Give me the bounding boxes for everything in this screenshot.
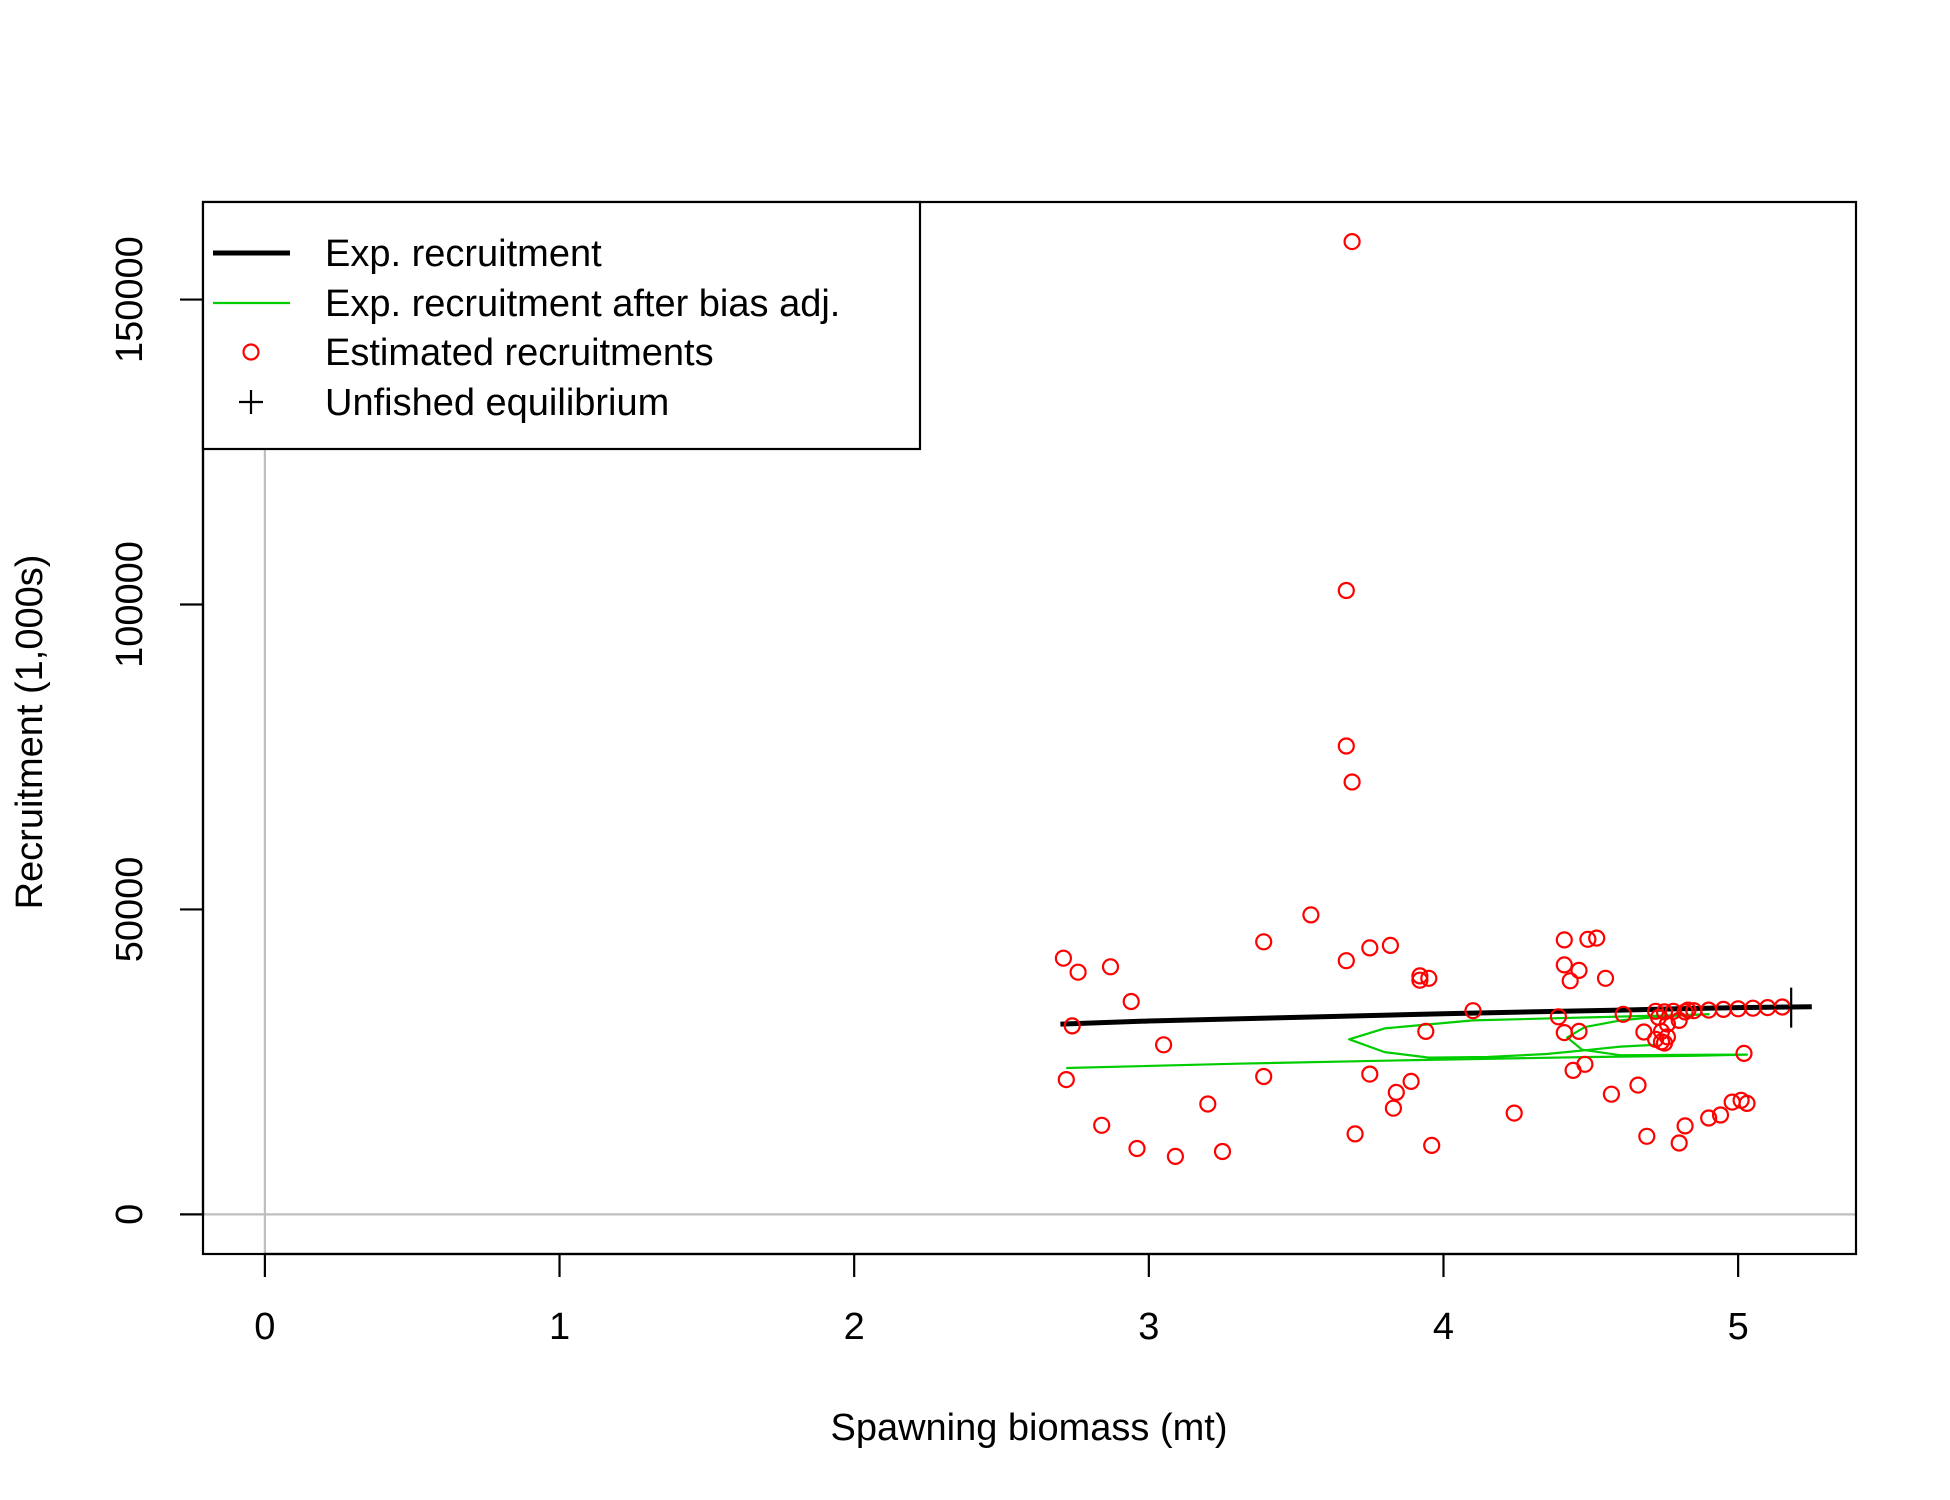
data-point xyxy=(1649,1008,1668,1027)
x-tick-label-1: 1 xyxy=(549,1306,570,1348)
data-point xyxy=(1166,1147,1185,1166)
x-tick-label-4: 4 xyxy=(1433,1306,1454,1348)
data-point xyxy=(1093,1116,1111,1134)
data-point xyxy=(1337,581,1355,600)
data-point xyxy=(1128,1139,1146,1158)
data-point xyxy=(1343,773,1361,791)
data-point xyxy=(1387,1083,1405,1102)
x-tick-label-5: 5 xyxy=(1728,1306,1749,1348)
data-point xyxy=(1638,1127,1656,1145)
data-point xyxy=(1711,1106,1730,1124)
data-point xyxy=(1302,906,1320,924)
data-point xyxy=(1596,969,1615,987)
data-point xyxy=(1411,971,1429,989)
legend-label-exp-recruitment: Exp. recruitment xyxy=(325,233,602,275)
data-point xyxy=(1570,961,1588,980)
data-point xyxy=(1576,1055,1594,1073)
data-point xyxy=(1361,939,1379,957)
data-point xyxy=(1337,737,1355,755)
data-point xyxy=(1101,958,1120,976)
data-point xyxy=(1738,1094,1756,1113)
data-point xyxy=(1199,1095,1217,1113)
y-tick-label-3: 150000 xyxy=(109,236,151,363)
data-point xyxy=(1555,931,1573,949)
series-line-exp-recruitment xyxy=(1060,1004,1812,1027)
data-point xyxy=(1505,1104,1523,1122)
data-point xyxy=(1676,1117,1694,1135)
data-point xyxy=(1417,1022,1435,1041)
data-point xyxy=(1670,1011,1688,1030)
data-point xyxy=(1255,933,1273,951)
data-point xyxy=(1464,1002,1482,1020)
data-point xyxy=(1381,936,1400,955)
data-point xyxy=(1343,233,1361,251)
legend-label-estimated-recruitments: Estimated recruitments xyxy=(325,332,714,374)
data-point xyxy=(1549,1008,1568,1026)
y-tick-label-0: 0 xyxy=(109,1204,151,1225)
y-tick-label-2: 100000 xyxy=(109,541,151,668)
data-point xyxy=(1213,1142,1232,1161)
data-point xyxy=(1735,1044,1753,1063)
data-point xyxy=(1361,1065,1379,1083)
x-axis: 0 1 2 3 4 5 xyxy=(254,1252,1749,1348)
x-tick-label-3: 3 xyxy=(1138,1306,1159,1348)
data-point xyxy=(1420,969,1438,987)
data-point xyxy=(1057,1070,1075,1089)
series-layer xyxy=(1054,233,1812,1166)
data-point xyxy=(1122,992,1140,1011)
data-point xyxy=(1154,1036,1173,1054)
y-tick-label-1: 50000 xyxy=(109,857,151,963)
data-point xyxy=(1700,1109,1718,1127)
data-point xyxy=(1411,967,1429,985)
data-point xyxy=(1054,949,1073,967)
data-point xyxy=(1384,1099,1403,1117)
legend: Exp. recruitment Exp. recruitment after … xyxy=(201,200,922,451)
x-tick-label-0: 0 xyxy=(254,1306,275,1348)
data-point xyxy=(1602,1085,1621,1103)
series-exp-recruitment-after-bias-adj xyxy=(1066,1013,1749,1070)
data-point xyxy=(1069,963,1087,981)
data-point xyxy=(1346,1125,1364,1143)
data-point xyxy=(1588,929,1606,947)
data-point xyxy=(1402,1072,1420,1091)
data-point xyxy=(1255,1067,1273,1086)
legend-key-unfished-equilibrium xyxy=(239,390,263,414)
data-point xyxy=(1670,1134,1688,1152)
legend-box xyxy=(201,200,922,451)
series-exp-recruitment xyxy=(1060,1004,1812,1027)
series-unfished-equilibrium xyxy=(1771,987,1812,1028)
data-point xyxy=(1614,1005,1632,1023)
y-axis-title: Recruitment (1,000s) xyxy=(9,555,51,910)
x-axis-title: Spawning biomass (mt) xyxy=(830,1407,1227,1449)
legend-key-estimated-recruitments xyxy=(242,343,260,361)
data-point xyxy=(1629,1076,1647,1094)
data-point xyxy=(1063,1017,1081,1035)
data-point xyxy=(1570,1022,1588,1041)
data-point xyxy=(1658,1028,1677,1046)
data-point xyxy=(1579,930,1597,948)
data-point xyxy=(1676,1003,1694,1021)
legend-label-exp-recruitment-bias-adj: Exp. recruitment after bias adj. xyxy=(325,283,840,325)
unfished-equilibrium-marker xyxy=(1771,987,1812,1028)
data-point xyxy=(1337,952,1355,970)
data-point xyxy=(1561,972,1579,990)
legend-label-unfished-equilibrium: Unfished equilibrium xyxy=(325,382,669,424)
y-axis: 0 50000 100000 150000 xyxy=(109,236,205,1225)
series-estimated-recruitments xyxy=(1054,233,1791,1166)
data-point xyxy=(1423,1136,1441,1155)
x-tick-label-2: 2 xyxy=(844,1306,865,1348)
data-point xyxy=(1655,1003,1674,1021)
data-point xyxy=(1555,956,1573,974)
series-line-exp-recruitment-after-bias-adj xyxy=(1066,1013,1749,1070)
